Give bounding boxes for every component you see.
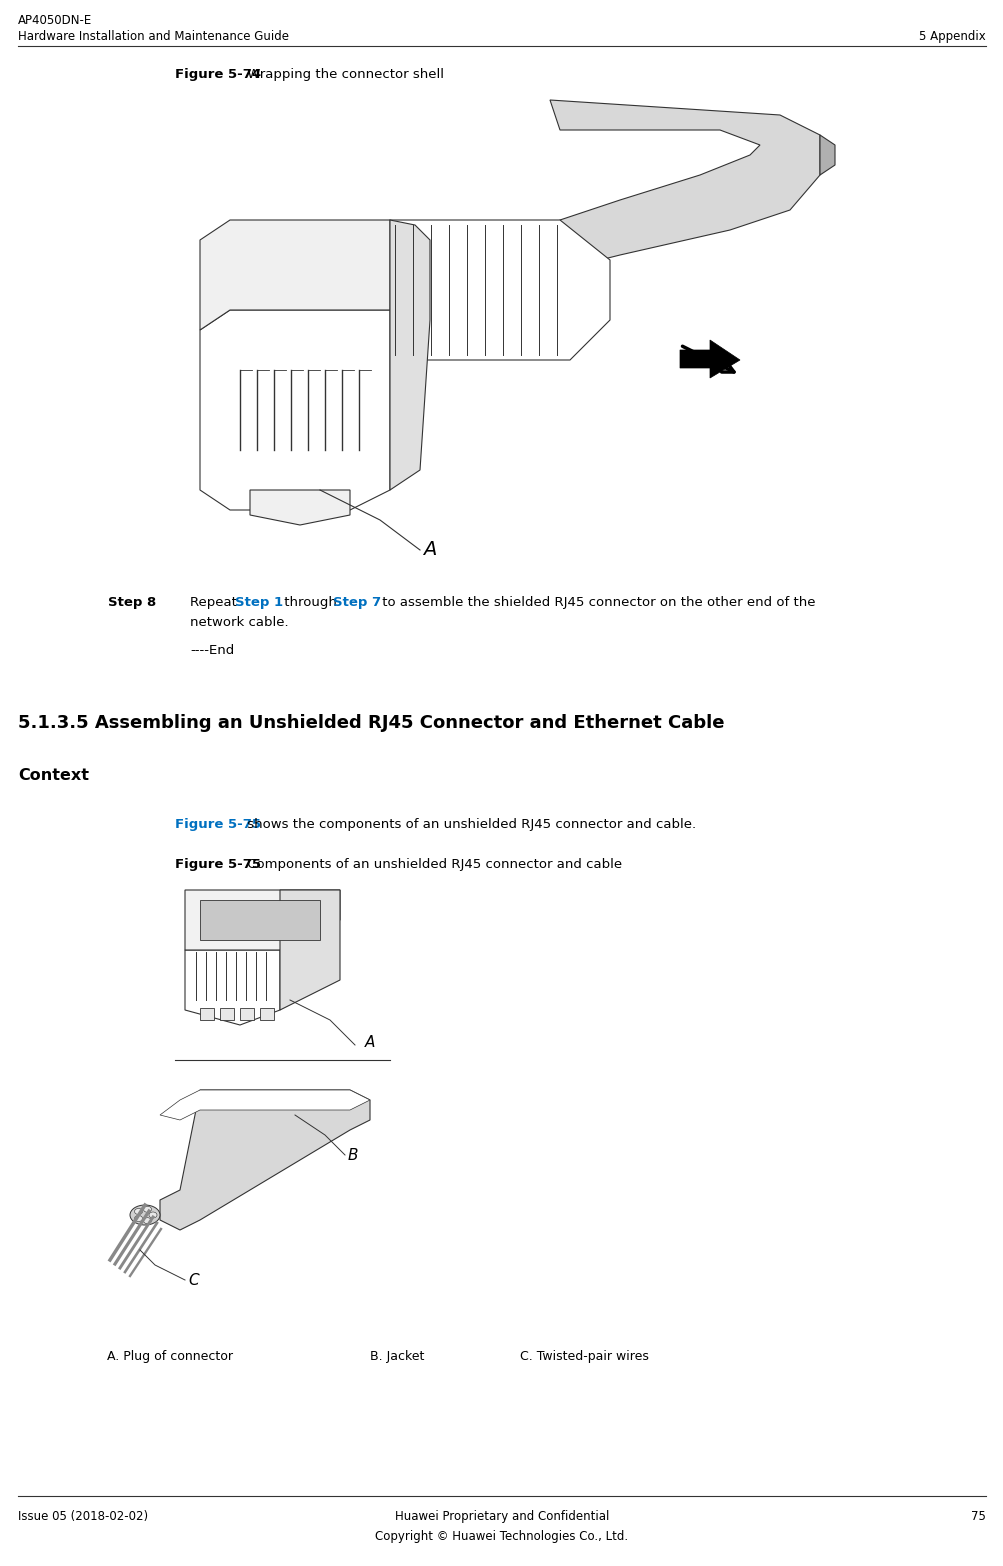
Polygon shape (185, 951, 280, 1026)
Ellipse shape (129, 1204, 159, 1225)
Polygon shape (185, 889, 340, 951)
Text: Step 7: Step 7 (333, 597, 381, 609)
Polygon shape (159, 1090, 370, 1120)
Text: 5 Appendix: 5 Appendix (919, 30, 985, 42)
Text: Figure 5-75: Figure 5-75 (175, 817, 261, 832)
Ellipse shape (143, 1206, 151, 1212)
Polygon shape (240, 1009, 254, 1019)
Text: Issue 05 (2018-02-02): Issue 05 (2018-02-02) (18, 1510, 148, 1524)
Text: A: A (365, 1035, 375, 1049)
Text: Huawei Proprietary and Confidential: Huawei Proprietary and Confidential (394, 1510, 609, 1524)
Text: Step 1: Step 1 (235, 597, 283, 609)
Polygon shape (200, 1009, 214, 1019)
Polygon shape (679, 340, 739, 377)
Text: 5.1.3.5 Assembling an Unshielded RJ45 Connector and Ethernet Cable: 5.1.3.5 Assembling an Unshielded RJ45 Co… (18, 714, 724, 731)
Polygon shape (200, 310, 389, 511)
Text: network cable.: network cable. (190, 615, 288, 630)
Polygon shape (159, 1090, 370, 1229)
Ellipse shape (134, 1209, 142, 1215)
Polygon shape (220, 1009, 234, 1019)
Polygon shape (389, 219, 429, 490)
Polygon shape (540, 100, 819, 269)
Text: C: C (188, 1273, 199, 1287)
Text: to assemble the shielded RJ45 connector on the other end of the: to assemble the shielded RJ45 connector … (377, 597, 814, 609)
Text: B: B (348, 1148, 358, 1164)
Polygon shape (350, 219, 610, 360)
Polygon shape (260, 1009, 274, 1019)
Text: Context: Context (18, 767, 89, 783)
Text: ----End: ----End (190, 644, 234, 658)
Text: Wrapping the connector shell: Wrapping the connector shell (243, 67, 443, 81)
Text: A: A (423, 540, 436, 559)
Text: C. Twisted-pair wires: C. Twisted-pair wires (520, 1350, 648, 1362)
Polygon shape (200, 900, 320, 940)
Text: B. Jacket: B. Jacket (370, 1350, 424, 1362)
Text: 75: 75 (970, 1510, 985, 1524)
Ellipse shape (143, 1218, 151, 1223)
Ellipse shape (134, 1215, 142, 1221)
Polygon shape (250, 490, 350, 525)
Text: A. Plug of connector: A. Plug of connector (107, 1350, 233, 1362)
Polygon shape (819, 135, 834, 175)
Text: AP4050DN-E: AP4050DN-E (18, 14, 92, 27)
Ellipse shape (148, 1212, 156, 1218)
Text: Components of an unshielded RJ45 connector and cable: Components of an unshielded RJ45 connect… (243, 858, 622, 871)
Polygon shape (280, 889, 340, 1010)
Text: Step 8: Step 8 (108, 597, 156, 609)
Text: shows the components of an unshielded RJ45 connector and cable.: shows the components of an unshielded RJ… (243, 817, 695, 832)
Text: Figure 5-75: Figure 5-75 (175, 858, 261, 871)
Text: Hardware Installation and Maintenance Guide: Hardware Installation and Maintenance Gu… (18, 30, 289, 42)
Text: Repeat: Repeat (190, 597, 241, 609)
Text: Copyright © Huawei Technologies Co., Ltd.: Copyright © Huawei Technologies Co., Ltd… (375, 1530, 628, 1543)
Polygon shape (200, 219, 389, 330)
Text: through: through (280, 597, 341, 609)
Text: Figure 5-74: Figure 5-74 (175, 67, 261, 81)
